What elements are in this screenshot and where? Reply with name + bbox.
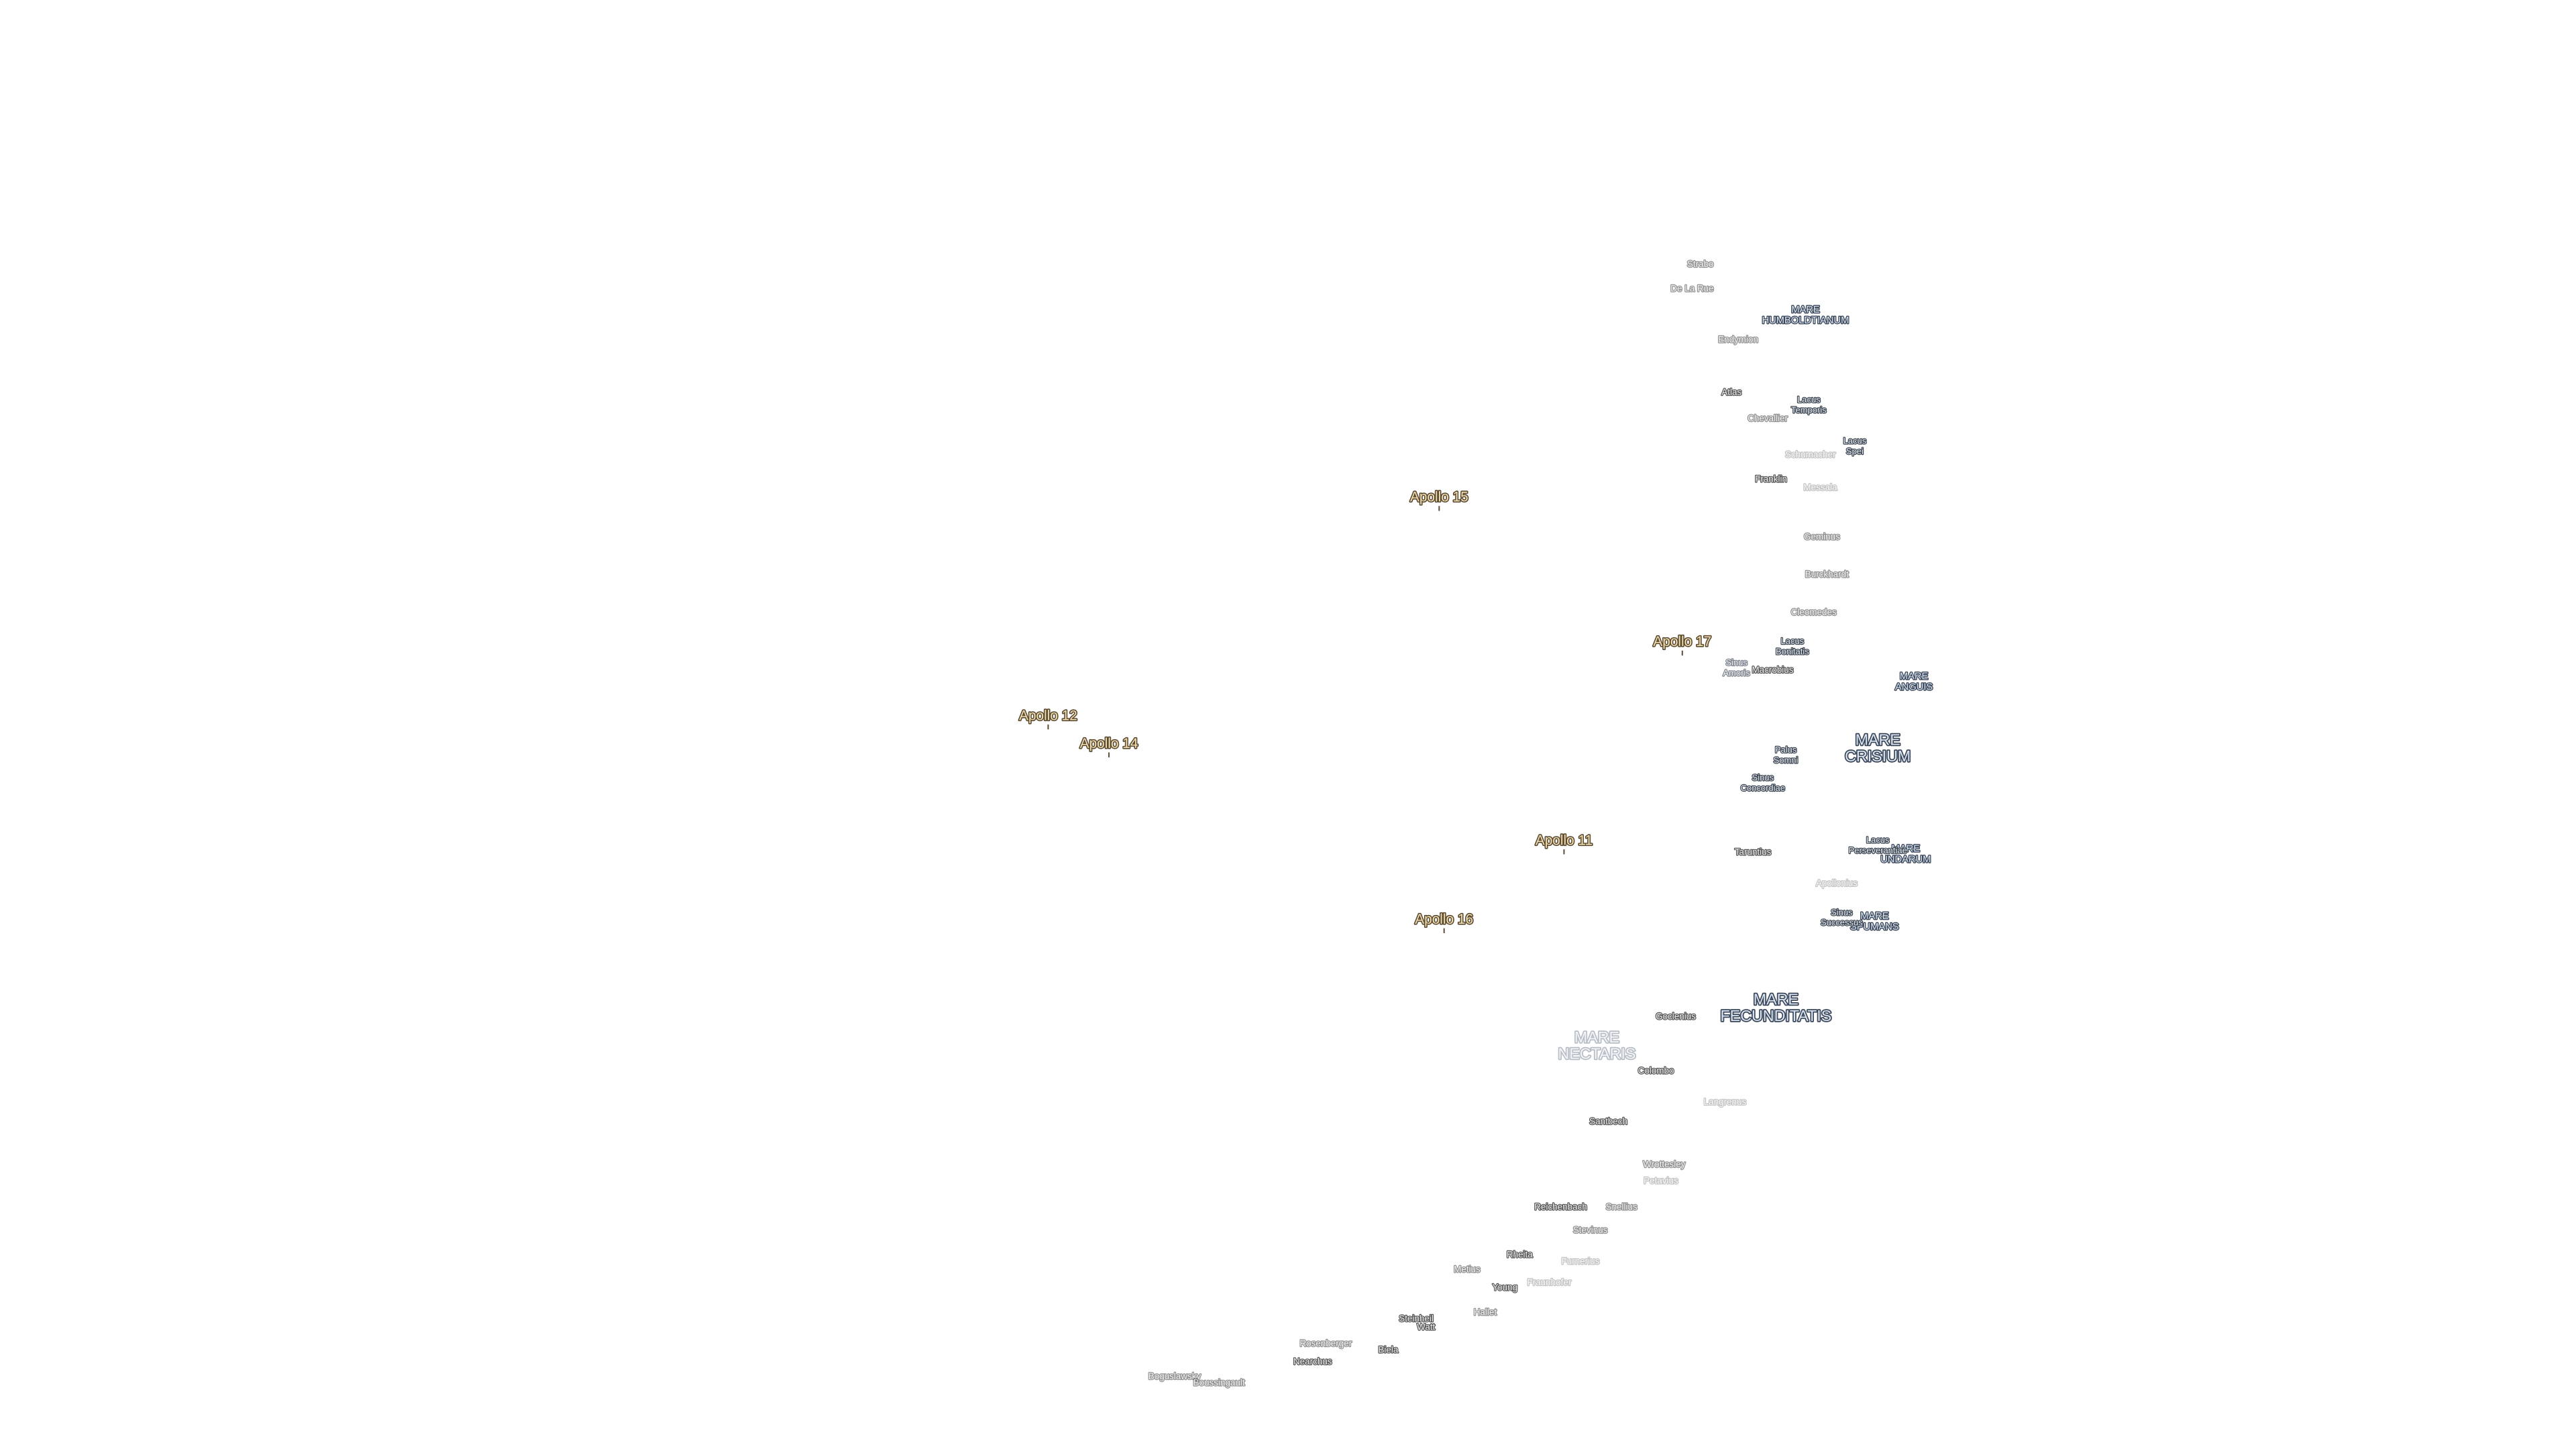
mare-label-line: MARE bbox=[1900, 671, 1929, 682]
bay-label: Sinus Amoris bbox=[1723, 657, 1750, 678]
crater-label: Hallet bbox=[1474, 1307, 1497, 1317]
apollo-label: Apollo 17 bbox=[1653, 634, 1711, 649]
bay-label-line: Concordiae bbox=[1741, 783, 1785, 793]
apollo-label: Apollo 15 bbox=[1410, 490, 1468, 505]
crater-label: Steinheil bbox=[1399, 1313, 1434, 1324]
crater-label: Boguslawsky bbox=[1148, 1371, 1201, 1381]
crater-label: Goclenius bbox=[1656, 1011, 1696, 1021]
mare-label-line: ANGUIS bbox=[1895, 682, 1933, 692]
bay-label-line: Lacus bbox=[1866, 835, 1890, 845]
mare-label: MARE UNDARUM bbox=[1880, 843, 1931, 865]
bay-label: Lacus Temporis bbox=[1791, 395, 1827, 415]
mare-label-line: SPUMANS bbox=[1850, 922, 1899, 932]
crater-label: Stevinus bbox=[1573, 1225, 1608, 1235]
mare-label: MARE HUMBOLDTIANUM bbox=[1762, 305, 1849, 326]
bay-label: Lacus Perseverantiae bbox=[1849, 835, 1907, 855]
crater-label: Franklin bbox=[1755, 474, 1787, 484]
crater-label: Cleomedes bbox=[1791, 607, 1837, 617]
crater-label: Young bbox=[1492, 1283, 1517, 1293]
crater-label: Endymion bbox=[1718, 335, 1758, 345]
mare-label-line: FECUNDITATIS bbox=[1720, 1007, 1831, 1024]
crater-label: Apollonius bbox=[1816, 878, 1858, 888]
crater-label: Geminus bbox=[1804, 531, 1840, 541]
bay-label-line: Palus bbox=[1775, 745, 1797, 755]
bay-label-line: Temporis bbox=[1791, 405, 1827, 415]
bay-label-line: Spei bbox=[1846, 446, 1864, 456]
bay-label-line: Lacus bbox=[1797, 395, 1821, 405]
crater-label: Colombo bbox=[1638, 1065, 1674, 1075]
crater-label: Strabo bbox=[1687, 259, 1714, 269]
bay-label: Palus Somni bbox=[1774, 745, 1799, 765]
mare-label: MARE FECUNDITATIS bbox=[1720, 991, 1831, 1024]
mare-label-line: MARE bbox=[1754, 991, 1799, 1008]
crater-label: Messala bbox=[1803, 482, 1837, 492]
bay-label-line: Somni bbox=[1774, 755, 1799, 765]
mare-label-line: MARE bbox=[1856, 731, 1900, 749]
crater-label: Metius bbox=[1454, 1265, 1481, 1275]
bay-label-line: Sinus bbox=[1831, 908, 1853, 918]
bay-label-line: Lacus bbox=[1843, 436, 1867, 446]
apollo-label: Apollo 16 bbox=[1415, 912, 1473, 927]
mare-label-line: NECTARIS bbox=[1558, 1044, 1636, 1062]
mare-label: MARE NECTARIS bbox=[1558, 1028, 1636, 1062]
crater-label: Reichenbach bbox=[1534, 1202, 1587, 1212]
bay-label-line: Perseverantiae bbox=[1849, 845, 1907, 855]
mare-label-line: CRISIUM bbox=[1845, 747, 1911, 765]
bay-label-line: Sinus bbox=[1752, 773, 1774, 783]
apollo-label: Apollo 12 bbox=[1019, 708, 1077, 723]
mare-label-line: MARE bbox=[1860, 911, 1889, 922]
apollo-label: Apollo 14 bbox=[1080, 736, 1138, 751]
crater-label: Schumacher bbox=[1785, 449, 1836, 460]
bay-label-line: Successus bbox=[1821, 918, 1863, 928]
bay-label: Sinus Successus bbox=[1821, 908, 1863, 928]
crater-label: Boussingault bbox=[1193, 1378, 1245, 1388]
mare-label-line: HUMBOLDTIANUM bbox=[1762, 315, 1849, 326]
crater-label: Biela bbox=[1378, 1345, 1398, 1355]
mare-label: MARE CRISIUM bbox=[1845, 731, 1911, 765]
crater-label: Burckhardt bbox=[1805, 570, 1849, 580]
bay-label-line: Bonitatis bbox=[1776, 647, 1809, 657]
bay-label-line: Lacus bbox=[1781, 637, 1805, 647]
crater-label: De La Rue bbox=[1670, 284, 1713, 294]
crater-label: Rosenberger bbox=[1299, 1338, 1352, 1348]
crater-label: Petavius bbox=[1644, 1175, 1678, 1185]
crater-label: Nearchus bbox=[1293, 1356, 1332, 1366]
crater-label: Atlas bbox=[1721, 387, 1741, 397]
crater-label: Taruntius bbox=[1735, 847, 1772, 857]
crater-label: Fraunhofer bbox=[1527, 1277, 1572, 1287]
bay-label: Lacus Spei bbox=[1843, 436, 1867, 456]
crater-label: Langrenus bbox=[1704, 1097, 1747, 1107]
bay-label-line: Amoris bbox=[1723, 668, 1750, 678]
mare-label-line: MARE bbox=[1574, 1028, 1619, 1046]
mare-label-line: MARE bbox=[1791, 305, 1820, 315]
apollo-label: Apollo 11 bbox=[1536, 833, 1593, 848]
mare-label-line: UNDARUM bbox=[1880, 854, 1931, 865]
crater-label: Santbech bbox=[1589, 1116, 1627, 1126]
bay-label: Lacus Bonitatis bbox=[1776, 637, 1809, 657]
crater-label: Furnerius bbox=[1562, 1256, 1600, 1266]
crater-label: Macrobius bbox=[1752, 665, 1793, 675]
crater-label: Chevallier bbox=[1748, 413, 1788, 423]
bay-label: Sinus Concordiae bbox=[1741, 773, 1785, 793]
mare-label-line: MARE bbox=[1892, 843, 1921, 854]
mare-label: MARE ANGUIS bbox=[1895, 671, 1933, 692]
bay-label-line: Sinus bbox=[1725, 657, 1748, 667]
crater-label: Rheita bbox=[1507, 1250, 1533, 1260]
crater-label: Wrottesley bbox=[1643, 1159, 1686, 1169]
crater-label: Watt bbox=[1417, 1322, 1435, 1332]
mare-label: MARE SPUMANS bbox=[1850, 911, 1899, 932]
crater-label: Snellius bbox=[1606, 1202, 1638, 1212]
